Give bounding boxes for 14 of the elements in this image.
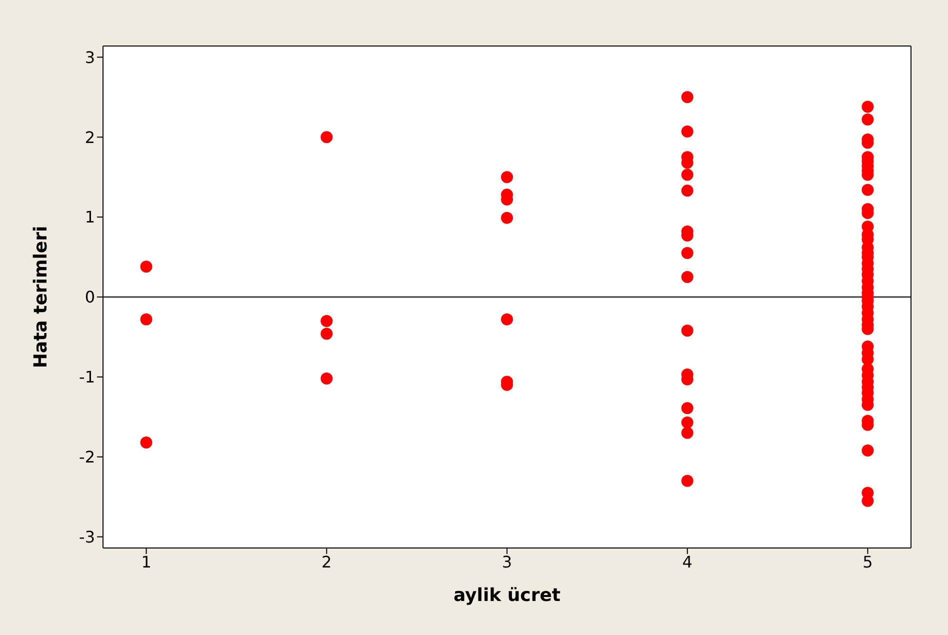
y-tick-label: 2 — [84, 128, 95, 147]
y-tick-label: 3 — [84, 48, 95, 67]
x-tick-label: 5 — [862, 552, 873, 572]
x-tick-label: 1 — [141, 552, 152, 572]
x-tick-label: 3 — [502, 552, 512, 572]
y-tick-label: 1 — [84, 208, 95, 227]
x-tick-label: 4 — [682, 552, 692, 572]
y-tick-label: -1 — [79, 368, 95, 387]
x-axis-title: aylik ücret — [453, 585, 561, 606]
x-tick-label: 2 — [322, 552, 332, 572]
y-tick-label: -3 — [79, 527, 95, 546]
y-tick-label: 0 — [84, 288, 95, 307]
y-tick-label: -2 — [79, 448, 95, 467]
y-axis-title: Hata terimleri — [30, 226, 52, 368]
